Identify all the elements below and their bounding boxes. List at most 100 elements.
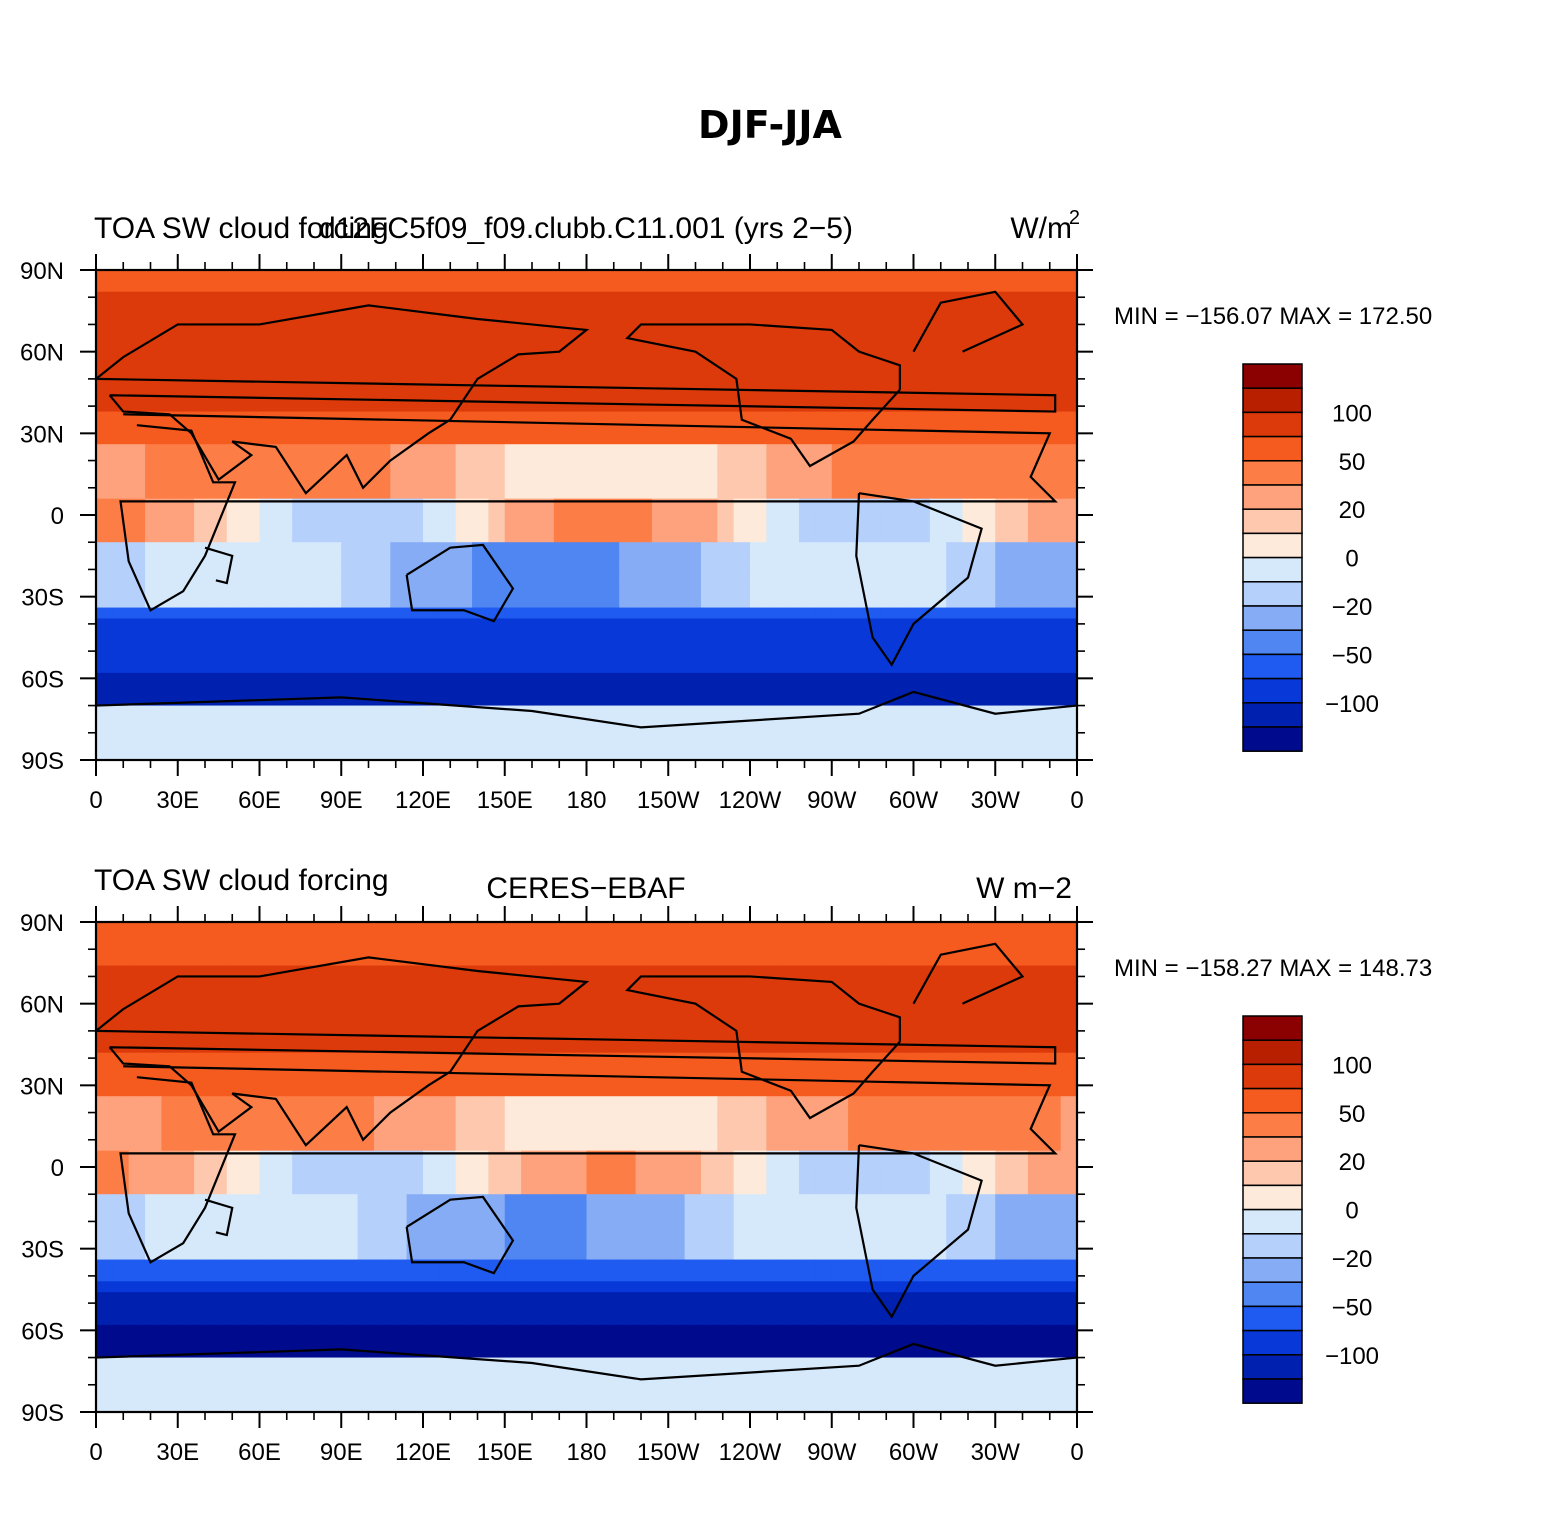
- panel-center-title: d12FC5f09_f09.clubb.C11.001 (yrs 2−5): [319, 212, 853, 245]
- coastline: [119, 413, 1058, 612]
- colorbar-swatch: [1242, 702, 1303, 728]
- lon-tick-label: 60W: [889, 787, 939, 814]
- lon-tick-label: 30E: [156, 787, 199, 814]
- colorbar-label: −50: [1332, 1294, 1373, 1321]
- colorbar-swatch: [1242, 508, 1303, 535]
- lon-tick-label: 120E: [395, 1439, 451, 1466]
- coastline: [625, 975, 901, 1120]
- coastline-antarctica: [96, 690, 1077, 729]
- coastline: [204, 546, 234, 585]
- lon-tick-label: 90E: [320, 787, 363, 814]
- lon-tick-label: 60E: [238, 1439, 281, 1466]
- figure-title: DJF-JJA: [698, 103, 843, 147]
- panel-2: TOA SW cloud forcing CERES−EBAF W m−2 0 30E 6…: [20, 864, 1432, 1466]
- lon-tick-label: 90W: [807, 1439, 857, 1466]
- lon-tick-label: 120W: [719, 1439, 782, 1466]
- lon-tick-label: 180: [566, 1439, 606, 1466]
- field-contours: [96, 922, 1077, 1412]
- colorbar-swatch: [1242, 605, 1303, 631]
- colorbar-label: 50: [1339, 449, 1366, 476]
- lon-tick-label: 0: [1070, 1439, 1083, 1466]
- colorbar-label: −20: [1332, 1246, 1373, 1273]
- colorbar-label: −100: [1325, 691, 1379, 718]
- lat-tick-label: 30S: [21, 585, 64, 612]
- coastline: [912, 290, 1025, 353]
- lat-tick-label: 30S: [21, 1237, 64, 1264]
- colorbar-swatch: [1242, 726, 1303, 752]
- lon-tick-label: 30W: [971, 787, 1021, 814]
- lon-tick-label: 0: [89, 787, 102, 814]
- colorbar-label: −20: [1332, 594, 1373, 621]
- lat-tick-label: 90S: [21, 748, 64, 775]
- coastline: [912, 942, 1025, 1005]
- colorbar-label: 20: [1339, 497, 1366, 524]
- lon-tick-label: 90E: [320, 1439, 363, 1466]
- lon-tick-label: 120W: [719, 787, 782, 814]
- colorbar-swatch: [1242, 1233, 1303, 1259]
- coastline: [855, 1144, 983, 1319]
- colorbar-swatch: [1242, 1136, 1303, 1162]
- colorbar-label: 100: [1332, 400, 1372, 427]
- coastline: [96, 956, 1057, 1147]
- colorbar: 100 50 20 0 −20 −50 −100: [1242, 363, 1379, 752]
- min-max-readout: MIN = −156.07 MAX = 172.50: [1114, 303, 1432, 330]
- colorbar-swatch: [1242, 1015, 1303, 1041]
- colorbar-swatch: [1242, 1112, 1303, 1138]
- min-max-readout: MIN = −158.27 MAX = 148.73: [1114, 955, 1432, 982]
- panel-1: TOA SW cloud forcingd12FC5f09_f09.clubb.…: [20, 207, 1432, 814]
- colorbar-label: −100: [1325, 1343, 1379, 1370]
- colorbar-swatch: [1242, 1281, 1303, 1308]
- lon-tick-label: 0: [89, 1439, 102, 1466]
- lat-tick-label: 0: [51, 1155, 64, 1182]
- colorbar-swatch: [1242, 653, 1303, 680]
- lon-tick-label: 60W: [889, 1439, 939, 1466]
- colorbar-swatch: [1242, 1378, 1303, 1404]
- colorbar-swatch: [1242, 1354, 1303, 1380]
- colorbar-swatch: [1242, 1184, 1303, 1211]
- lon-tick-label: 150W: [637, 1439, 700, 1466]
- colorbar-swatch: [1242, 556, 1303, 583]
- lon-tick-label: 30E: [156, 1439, 199, 1466]
- colorbar-swatch: [1242, 581, 1303, 607]
- colorbar-swatch: [1242, 1329, 1303, 1356]
- coastline: [405, 1195, 515, 1275]
- colorbar-swatch: [1242, 363, 1303, 389]
- colorbar-label: 100: [1332, 1052, 1372, 1079]
- colorbar-swatch: [1242, 1257, 1303, 1283]
- colorbar-swatch: [1242, 1039, 1303, 1066]
- lat-tick-label: 90S: [21, 1400, 64, 1427]
- colorbar-label: 0: [1345, 546, 1358, 573]
- colorbar-swatch: [1242, 1087, 1303, 1114]
- colorbar-swatch: [1242, 1305, 1303, 1332]
- coastline: [855, 492, 983, 667]
- lat-tick-label: 60S: [21, 666, 64, 693]
- colorbar-swatch: [1242, 1160, 1303, 1187]
- lat-tick-label: 30N: [20, 421, 64, 448]
- field-contours: [96, 270, 1077, 760]
- colorbar-label: −50: [1332, 642, 1373, 669]
- lat-tick-label: 90N: [20, 910, 64, 937]
- colorbar-swatch: [1242, 677, 1303, 704]
- panel-units-superscript: 2: [1069, 207, 1080, 229]
- lon-tick-label: 90W: [807, 787, 857, 814]
- lat-tick-label: 60S: [21, 1318, 64, 1345]
- colorbar: 100 50 20 0 −20 −50 −100: [1242, 1015, 1379, 1404]
- colorbar-swatch: [1242, 411, 1303, 438]
- colorbar-swatch: [1242, 387, 1303, 414]
- panel-center-title: CERES−EBAF: [486, 872, 685, 905]
- lat-tick-label: 60N: [20, 340, 64, 367]
- colorbar-label: 50: [1339, 1101, 1366, 1128]
- lon-tick-label: 150E: [477, 787, 533, 814]
- coastline: [96, 304, 1057, 495]
- coastline-antarctica: [96, 1342, 1077, 1381]
- lon-tick-label: 180: [566, 787, 606, 814]
- coastline: [119, 1065, 1058, 1264]
- panel-left-title: TOA SW cloud forcing: [94, 212, 389, 245]
- colorbar-swatch: [1242, 629, 1303, 656]
- panel-left-title: TOA SW cloud forcing: [94, 864, 389, 897]
- lon-tick-label: 150E: [477, 1439, 533, 1466]
- panel-units: W m−2: [976, 872, 1072, 905]
- coastline: [204, 1198, 234, 1237]
- lat-tick-label: 60N: [20, 992, 64, 1019]
- lon-tick-label: 120E: [395, 787, 451, 814]
